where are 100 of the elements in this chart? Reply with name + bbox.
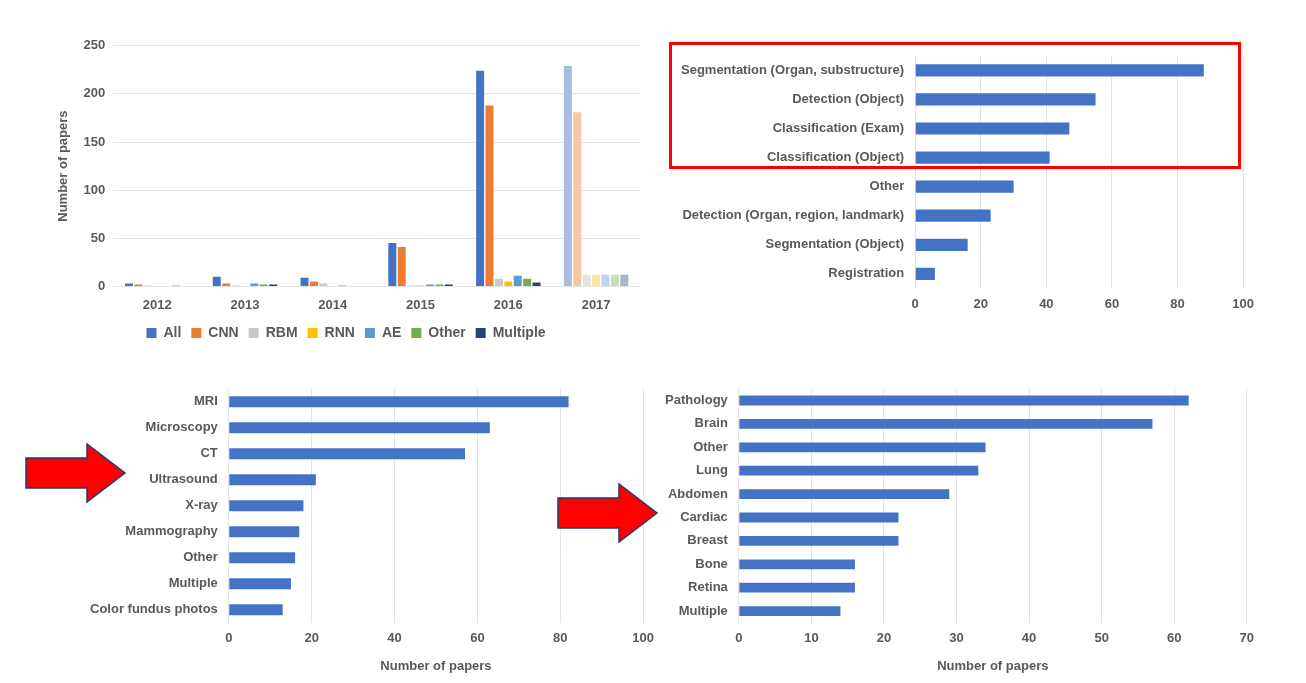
legend-label: CNN: [208, 323, 239, 340]
y-tick-label: X-ray: [185, 497, 219, 513]
y-tick-label: Classification (Object): [766, 149, 905, 165]
bar: [601, 274, 610, 286]
bar: [494, 278, 503, 286]
y-tick-label: Mammography: [125, 523, 219, 539]
y-axis-title: Number of papers: [55, 110, 71, 222]
bar: [610, 274, 619, 286]
y-tick-label: Abdomen: [667, 485, 728, 501]
bar: [915, 209, 991, 222]
y-tick-label: CT: [200, 445, 218, 461]
bar: [229, 500, 304, 512]
y-tick-label: Retina: [688, 579, 729, 595]
x-tick-label: 2014: [318, 296, 348, 312]
x-tick-label: 100: [1232, 295, 1255, 311]
legend-label: AE: [381, 323, 402, 340]
y-tick-label: Microscopy: [145, 419, 219, 435]
x-tick-label: 100: [632, 630, 655, 646]
y-tick-label: Pathology: [664, 392, 729, 408]
y-tick-label: Segmentation (Organ, substructure): [680, 61, 905, 77]
x-tick-label: 60: [1104, 295, 1120, 311]
bar: [739, 559, 855, 570]
x-tick-label: 80: [1170, 295, 1185, 311]
bar: [915, 238, 968, 251]
y-tick-label: Multiple: [678, 602, 728, 618]
bar: [739, 395, 1189, 406]
bar: [309, 281, 318, 286]
bar: [229, 422, 490, 434]
x-tick-label: 60: [1166, 630, 1182, 646]
bar: [229, 474, 316, 486]
bar: [915, 64, 1204, 77]
bar: [229, 578, 291, 590]
y-tick-label: Lung: [696, 462, 728, 478]
bar: [229, 552, 296, 564]
x-tick-label: 10: [804, 630, 819, 646]
y-tick-label: 250: [83, 37, 106, 53]
y-tick-label: Multiple: [168, 575, 218, 591]
x-tick-label: 2016: [493, 296, 523, 312]
y-tick-label: Color fundus photos: [90, 601, 218, 617]
bar: [573, 112, 582, 286]
x-tick-label: 0: [911, 295, 919, 311]
bar: [397, 246, 406, 286]
bar: [229, 604, 283, 616]
x-tick-label: 2012: [142, 296, 172, 312]
y-tick-label: 100: [83, 181, 106, 197]
bar: [592, 274, 601, 286]
bar: [620, 274, 629, 286]
x-tick-label: 40: [387, 630, 402, 646]
x-tick-label: 80: [553, 630, 568, 646]
y-tick-label: 0: [98, 277, 106, 293]
bar: [915, 267, 935, 280]
x-tick-label: 40: [1021, 630, 1037, 646]
y-tick-label: Other: [693, 438, 728, 454]
bar: [915, 151, 1050, 164]
bar: [739, 582, 855, 593]
y-tick-label: MRI: [193, 393, 218, 409]
bar: [476, 70, 485, 286]
legend-label: RBM: [265, 323, 298, 340]
legend-label: Multiple: [492, 323, 546, 340]
x-axis-title: Number of papers: [380, 657, 492, 673]
bar: [212, 276, 221, 286]
bar: [739, 442, 986, 453]
x-tick-label: 20: [304, 630, 319, 646]
bar: [300, 277, 309, 286]
x-tick-label: 2015: [406, 296, 435, 312]
x-tick-label: 30: [949, 630, 964, 646]
legend-label: All: [163, 323, 182, 340]
bar: [915, 180, 1014, 193]
y-tick-label: Brain: [694, 415, 728, 431]
bar: [229, 448, 465, 460]
legend-label: Other: [428, 323, 467, 340]
x-tick-label: 0: [735, 630, 743, 646]
legend-label: RNN: [324, 323, 355, 340]
y-tick-label: Bone: [695, 555, 728, 571]
bar: [563, 66, 572, 286]
x-tick-label: 2017: [581, 296, 611, 312]
bar: [523, 278, 532, 286]
bar: [739, 512, 899, 523]
y-tick-label: 50: [90, 229, 106, 245]
x-tick-label: 2013: [230, 296, 260, 312]
x-tick-label: 70: [1239, 630, 1254, 646]
x-axis-title: Number of papers: [937, 657, 1049, 673]
bar: [739, 465, 979, 476]
y-tick-label: Registration: [828, 265, 905, 281]
y-tick-label: Ultrasound: [149, 471, 218, 487]
bar: [485, 105, 494, 286]
x-tick-label: 0: [225, 630, 233, 646]
bar: [229, 396, 569, 408]
y-tick-label: Segmentation (Object): [765, 236, 905, 252]
bar: [513, 275, 522, 286]
y-tick-label: Breast: [687, 532, 729, 548]
bar: [739, 606, 841, 617]
bar: [504, 281, 513, 286]
y-tick-label: 200: [83, 85, 106, 101]
y-tick-label: Detection (Organ, region, landmark): [682, 207, 905, 223]
x-tick-label: 60: [470, 630, 485, 646]
y-tick-label: Cardiac: [680, 509, 728, 525]
x-tick-label: 20: [876, 630, 892, 646]
x-tick-label: 40: [1039, 295, 1054, 311]
bar: [739, 535, 899, 546]
